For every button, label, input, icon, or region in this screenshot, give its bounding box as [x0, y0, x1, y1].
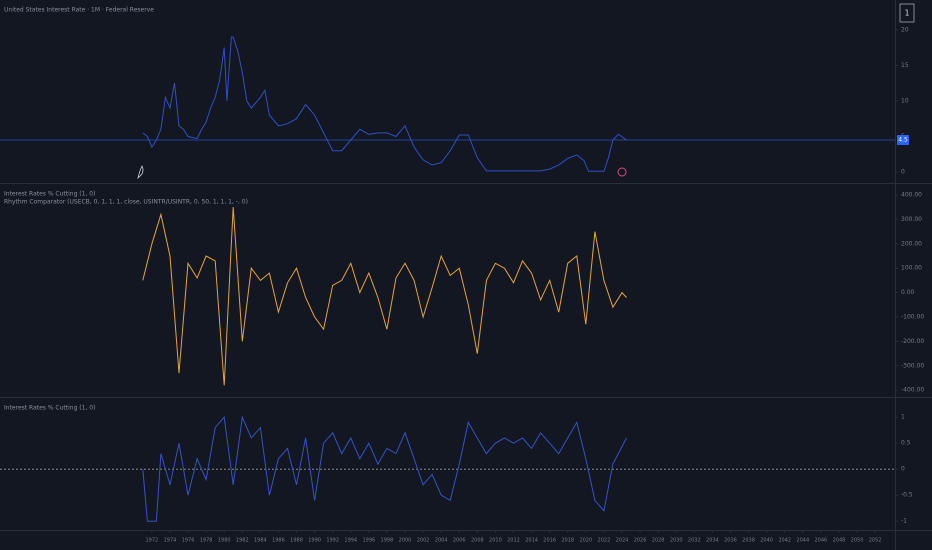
x-tick-label: 1998	[381, 538, 394, 544]
y-tick-label: 400.00	[901, 191, 922, 198]
x-tick-label: 2000	[399, 538, 412, 544]
y-tick-label: -200.00	[901, 338, 924, 345]
data-line	[142, 36, 627, 172]
y-tick-label: 0	[901, 168, 905, 175]
x-tick-label: 2024	[616, 538, 629, 544]
x-tick-label: 1986	[272, 538, 285, 544]
x-tick-label: 1988	[290, 538, 303, 544]
x-tick-label: 1984	[254, 538, 267, 544]
y-tick-label: 0.00	[901, 289, 915, 296]
x-tick-label: 1974	[164, 538, 177, 544]
x-tick-label: 2032	[688, 538, 701, 544]
pane-subtitle: Rhythm Comparator (USECB, 0, 1, 1, 1, cl…	[4, 199, 248, 206]
x-tick-label: 2006	[453, 538, 466, 544]
x-tick-label: 2046	[815, 538, 828, 544]
data-line	[142, 207, 627, 386]
x-tick-label: 1996	[362, 538, 375, 544]
x-tick-label: 1978	[200, 538, 213, 544]
pane-title: United States Interest Rate · 1M · Feder…	[4, 7, 154, 14]
last-value-badge	[897, 135, 909, 146]
y-tick-label: 200.00	[901, 240, 922, 247]
x-tick-label: 2030	[670, 538, 683, 544]
x-tick-label: 1992	[326, 538, 339, 544]
x-tick-label: 2036	[724, 538, 737, 544]
x-tick-label: 1982	[236, 538, 249, 544]
x-tick-label: 2038	[742, 538, 755, 544]
pane-title: Interest Rates % Cutting (1, 0)	[4, 405, 95, 412]
x-tick-label: 2012	[507, 538, 520, 544]
x-tick-label: 2050	[851, 538, 864, 544]
x-tick-label: 1994	[344, 538, 357, 544]
pane-title: Interest Rates % Cutting (1, 0)	[4, 191, 95, 198]
y-tick-label: -1	[901, 518, 907, 525]
x-tick-label: 1980	[218, 538, 231, 544]
y-tick-label: 300.00	[901, 216, 922, 223]
y-tick-label: -100.00	[901, 313, 924, 320]
last-value-label: 4.5	[898, 137, 908, 144]
x-tick-label: 2008	[471, 538, 484, 544]
x-tick-label: 2040	[760, 538, 773, 544]
x-tick-label: 2004	[435, 538, 448, 544]
y-tick-label: -300.00	[901, 362, 924, 369]
x-tick-label: 2018	[561, 538, 574, 544]
x-tick-label: 2016	[543, 538, 556, 544]
x-tick-label: 2002	[417, 538, 430, 544]
y-tick-label: -0.5	[901, 492, 913, 499]
y-tick-label: -400.00	[901, 387, 924, 394]
x-tick-label: 2028	[652, 538, 665, 544]
x-tick-label: 2014	[525, 538, 538, 544]
y-tick-label: 15	[901, 62, 909, 69]
x-tick-label: 1990	[308, 538, 321, 544]
x-tick-label: 2020	[579, 538, 592, 544]
scale-button-label[interactable]: 1	[904, 9, 909, 18]
x-tick-label: 2010	[489, 538, 502, 544]
x-tick-label: 1972	[146, 538, 159, 544]
x-tick-label: 2048	[833, 538, 846, 544]
x-tick-label: 2034	[706, 538, 719, 544]
y-tick-label: 20	[901, 26, 909, 33]
scale-button[interactable]	[899, 3, 915, 23]
x-tick-label: 2042	[778, 538, 791, 544]
x-tick-label: 2026	[634, 538, 647, 544]
y-tick-label: 1	[901, 414, 905, 421]
x-tick-label: 2044	[796, 538, 809, 544]
event-icon[interactable]	[617, 167, 627, 177]
y-tick-label: 0.5	[901, 440, 911, 447]
x-tick-label: 2022	[598, 538, 611, 544]
y-tick-label: 10	[901, 97, 909, 104]
data-line	[142, 415, 627, 522]
y-tick-label: 100.00	[901, 265, 922, 272]
x-tick-label: 2052	[869, 538, 882, 544]
plots: United States Interest Rate · 1M · Feder…	[0, 7, 924, 544]
x-tick-label: 1976	[182, 538, 195, 544]
event-icon[interactable]	[137, 165, 144, 180]
y-tick-label: 0	[901, 466, 905, 473]
